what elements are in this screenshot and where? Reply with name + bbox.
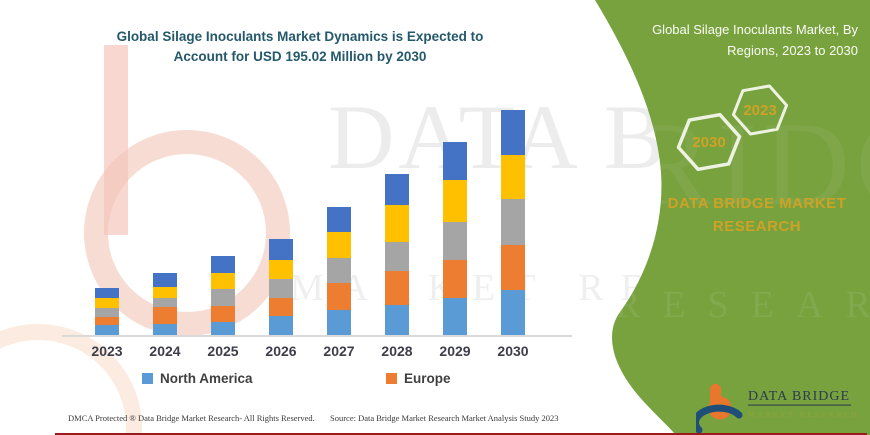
bar-segment [443,298,467,335]
chart-title-line1: Global Silage Inoculants Market Dynamics… [116,29,484,44]
bar-segment [501,155,525,200]
x-axis-labels: 2023 2024 2025 2026 2027 2028 2029 2030 [62,343,572,363]
footer-dmca: DMCA Protected ® Data Bridge Market Rese… [68,413,315,423]
x-axis-label: 2025 [207,343,239,359]
bar-segment [211,256,235,273]
bar-segment [211,288,235,306]
side-panel-title-line2: Regions, 2023 to 2030 [727,42,858,58]
bar-segment [327,257,351,284]
bar-2024 [153,272,177,335]
bar-segment [95,298,119,309]
bar-2025 [211,256,235,335]
bar-segment [153,307,177,324]
bar-segment [501,110,525,156]
bar-segment [211,272,235,289]
bar-2030 [501,110,525,335]
bar-segment [153,323,177,335]
x-axis-line [62,335,572,337]
bar-segment [385,271,409,305]
hexagon-2030-label: 2030 [692,134,725,151]
bar-segment [95,325,119,335]
chart-title-line2: Account for USD 195.02 Million by 2030 [173,49,427,65]
bar-segment [385,205,409,242]
bar-segment [269,259,293,279]
bar-segment [269,278,293,298]
legend-label-north-america: North America [160,371,253,386]
bar-segment [153,272,177,287]
bar-segment [443,260,467,299]
legend-marker-north-america [142,373,153,384]
side-panel-title-line1: Global Silage Inoculants Market, By [652,22,858,37]
databridge-logo-wordmark: DATA BRIDGE [748,389,850,404]
brand-name-line1: DATA BRIDGE MARKET [667,195,847,212]
x-axis-label: 2024 [149,343,181,359]
bar-segment [327,206,351,232]
footer-source: Source: Data Bridge Market Research Mark… [330,413,559,423]
bar-segment [269,297,293,316]
x-axis-label: 2023 [91,343,123,359]
bar-segment [385,305,409,335]
bar-segment [95,287,119,299]
brand-name-line2: RESEARCH [712,217,802,235]
bar-segment [327,283,351,310]
bar-segment [443,141,467,180]
brand-name: DATA BRIDGE MARKET RESEARCH [652,193,862,238]
bar-2028 [385,174,409,335]
bar-segment [385,241,409,271]
bottom-accent-line [55,433,867,435]
bar-2026 [269,239,293,335]
bar-segment [211,305,235,323]
bar-segment [153,286,177,298]
bar-segment [269,316,293,335]
bar-segment [211,322,235,335]
x-axis-label: 2029 [439,343,471,359]
databridge-logo-tagline: MARKET RESEARCH [748,410,860,419]
x-axis-label: 2026 [265,343,297,359]
x-axis-label: 2028 [381,343,413,359]
hexagon-badges: 2030 2023 [676,84,789,172]
x-axis-label: 2030 [497,343,529,359]
bar-segment [327,310,351,335]
bar-segment [95,308,119,317]
legend-item-north-america: North America [142,371,253,386]
bar-segment [153,297,177,308]
legend-marker-europe [386,373,397,384]
hexagon-2023-label: 2023 [743,102,776,119]
bar-2029 [443,141,467,335]
databridge-logo-mark-icon [696,384,743,433]
bar-segment [501,199,525,245]
side-panel-title: Global Silage Inoculants Market, By Regi… [613,20,858,62]
chart-title: Global Silage Inoculants Market Dynamics… [85,27,515,68]
bar-segment [385,174,409,206]
databridge-logo: DATA BRIDGE MARKET RESEARCH [696,384,860,433]
logo-underline [748,404,851,406]
stacked-bar-chart [62,105,572,337]
bar-segment [443,179,467,222]
bar-segment [269,239,293,260]
x-axis-label: 2027 [323,343,355,359]
bar-segment [501,245,525,290]
bar-segment [327,231,351,258]
bar-segment [443,221,467,261]
legend-item-europe: Europe [386,371,451,386]
legend-label-europe: Europe [404,371,451,386]
bar-segment [501,290,525,335]
bar-segment [95,316,119,325]
bar-2027 [327,206,351,335]
bar-2023 [95,287,119,335]
